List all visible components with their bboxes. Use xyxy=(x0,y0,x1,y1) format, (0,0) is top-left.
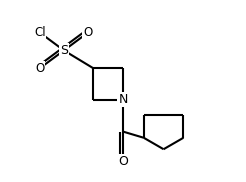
Text: O: O xyxy=(83,26,92,39)
Text: Cl: Cl xyxy=(34,26,46,39)
Text: O: O xyxy=(118,155,128,168)
Text: S: S xyxy=(60,44,68,57)
Text: O: O xyxy=(35,62,45,75)
Text: N: N xyxy=(118,93,128,106)
